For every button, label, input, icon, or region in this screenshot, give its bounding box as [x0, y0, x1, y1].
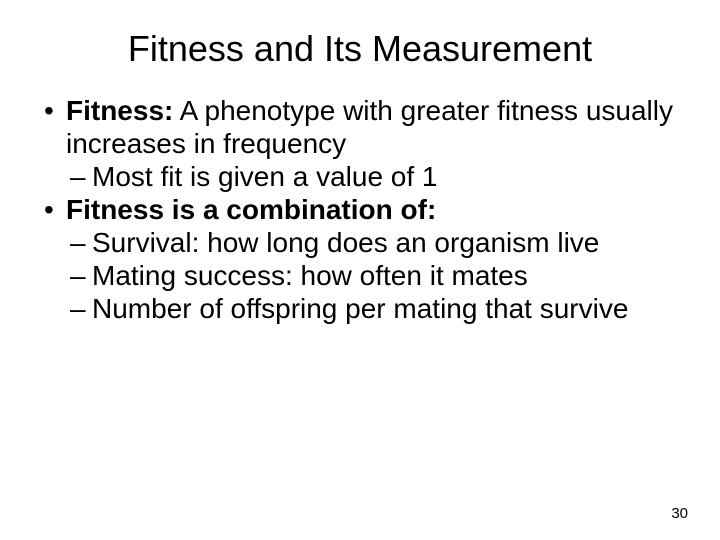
slide-container: Fitness and Its Measurement Fitness: A p… [0, 0, 720, 540]
sub-survival: Survival: how long does an organism live [40, 226, 680, 259]
bullet-combination-text: Fitness is a combination of: [66, 194, 436, 225]
bullet-combination: Fitness is a combination of: [40, 193, 680, 226]
bullet-fitness-term: Fitness: [66, 95, 173, 126]
sub-mating: Mating success: how often it mates [40, 259, 680, 292]
page-number: 30 [671, 505, 688, 522]
slide-body: Fitness: A phenotype with greater fitnes… [40, 94, 680, 325]
sub-offspring: Number of offspring per mating that surv… [40, 292, 680, 325]
bullet-fitness: Fitness: A phenotype with greater fitnes… [40, 94, 680, 160]
sub-most-fit: Most fit is given a value of 1 [40, 160, 680, 193]
slide-title: Fitness and Its Measurement [40, 28, 680, 70]
